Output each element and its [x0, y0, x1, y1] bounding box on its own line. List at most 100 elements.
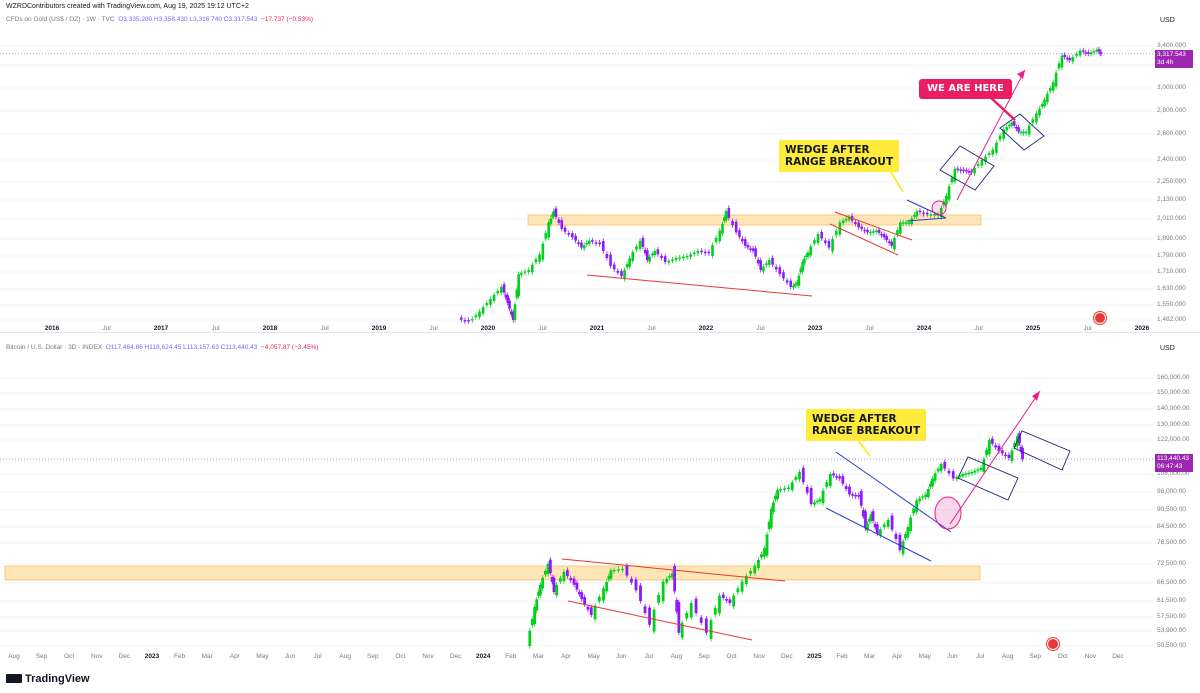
btc-time-tick: Mar [201, 653, 213, 660]
btc-candle-body [875, 524, 879, 534]
gold-candle-body [711, 245, 714, 256]
gold-ohlc: O3,335.280 H3,358.430 L3,316.740 C3,317.… [118, 16, 258, 23]
gold-candle-body [998, 135, 1002, 140]
btc-candle-body [546, 564, 550, 574]
btc-candle-body [763, 548, 766, 557]
gold-candle-body [692, 252, 696, 255]
btc-candle-body [1018, 433, 1021, 444]
btc-wedge-callout[interactable]: WEDGE AFTER RANGE BREAKOUT [806, 409, 927, 441]
gold-candle-body [1048, 88, 1052, 92]
btc-candle-body [583, 597, 587, 605]
gold-candle-body [793, 284, 797, 286]
gold-candle-body [1054, 72, 1058, 87]
btc-candle-body [818, 499, 822, 502]
gold-time-tick: Jul [429, 325, 438, 332]
btc-candle-body [753, 565, 757, 574]
gold-candle-body [496, 291, 500, 294]
btc-price-tick: 53,900.00 [1157, 627, 1186, 634]
gold-candle-body [531, 264, 534, 273]
btc-flag-box-1 [957, 456, 1019, 501]
us-flag-icon[interactable] [1047, 638, 1059, 650]
gold-candle-body [869, 231, 872, 234]
gold-candle-body [959, 169, 963, 172]
btc-candle-body [961, 474, 965, 477]
gold-candle-body [538, 254, 541, 262]
btc-candle-body [670, 573, 674, 578]
btc-ohlc: O117,464.86 H118,624.45 L113,157.63 C113… [105, 344, 258, 351]
btc-candle-body [757, 559, 760, 568]
gold-price-tick: 1,550.000 [1157, 301, 1186, 308]
gold-time-tick: 2018 [262, 325, 278, 332]
btc-candle-body [609, 570, 613, 579]
gold-candle-body [799, 268, 803, 273]
btc-symbol-name[interactable]: Bitcoin / U.S. Dollar · 3D · INDEX [6, 344, 103, 351]
gold-candle-body [700, 250, 703, 253]
gold-candle-body [803, 258, 806, 264]
btc-candle-body [801, 467, 805, 483]
gold-wedge-callout[interactable]: WEDGE AFTER RANGE BREAKOUT [779, 140, 900, 172]
btc-candle-body [844, 486, 848, 489]
btc-candle-body [933, 473, 937, 481]
gold-candle-body [947, 186, 951, 200]
gold-time-tick: Jul [320, 325, 329, 332]
btc-candle-body [867, 518, 871, 522]
btc-last-price-tag: 113,440.43 06:47:43 [1155, 454, 1193, 472]
gold-currency: USD [1160, 17, 1175, 24]
btc-time-tick: Sep [35, 653, 48, 660]
gold-candle-body [953, 168, 957, 182]
gold-price-axis[interactable]: 3,400.0003,200.0003,000.0002,800.0002,60… [1153, 28, 1200, 328]
btc-candle-body [718, 595, 721, 614]
btc-price-axis[interactable]: 160,000.00 150,000.00 140,000.00 130,000.00… [1153, 360, 1200, 660]
btc-time-tick: Aug [8, 653, 20, 660]
btc-time-tick: May [587, 653, 600, 660]
btc-candle-body [794, 477, 798, 480]
btc-flag-box-2 [1013, 430, 1071, 471]
pane-separator[interactable] [0, 332, 1200, 333]
btc-candle-body [851, 494, 855, 496]
gold-time-tick: 2025 [1025, 325, 1041, 332]
gold-candle-body [502, 284, 506, 293]
gold-candle-body [1071, 57, 1075, 62]
gold-candle-body [689, 254, 692, 257]
gold-candle-body [591, 240, 594, 242]
gold-time-tick: 2020 [480, 325, 496, 332]
tradingview-logo[interactable]: TradingView [6, 673, 90, 685]
us-flag-icon[interactable] [1094, 312, 1106, 324]
gold-symbol-name[interactable]: CFDs on Gold (US$ / OZ) · 1W · TVC [6, 16, 115, 23]
gold-legend: CFDs on Gold (US$ / OZ) · 1W · TVC O3,33… [6, 16, 313, 23]
gold-candle-body [601, 241, 605, 251]
btc-candle-body [835, 476, 839, 478]
gold-candle-body [470, 318, 474, 321]
gold-candle-body [547, 222, 550, 238]
btc-candle-body [689, 603, 693, 618]
gold-candle-body [727, 207, 731, 218]
gold-price-tick: 2,400.000 [1157, 156, 1186, 163]
gold-candle-body [913, 214, 916, 217]
gold-time-axis[interactable]: 2016 Jul 2017 Jul 2018 Jul 2019 Jul 2020 Jul 2021 J… [0, 325, 1153, 335]
btc-candle-body [607, 576, 611, 580]
btc-breakout-circle [934, 496, 962, 530]
btc-time-tick: May [256, 653, 269, 660]
gold-candle-body [616, 270, 620, 273]
gold-arrow-head [1017, 70, 1025, 79]
btc-candle-body [871, 511, 875, 521]
gold-candle-body [1063, 54, 1066, 58]
btc-candle-body [685, 613, 689, 619]
btc-candle-body [947, 470, 951, 474]
gold-candle-body [922, 212, 925, 215]
gold-candle-body [1089, 52, 1093, 55]
gold-candle-body [734, 221, 738, 233]
gold-candle-body [827, 240, 831, 248]
we-are-here-callout[interactable]: WE ARE HERE [919, 79, 1012, 99]
btc-candle-body [704, 618, 708, 633]
gold-candle-body [746, 245, 750, 248]
gold-candle-body [762, 266, 765, 272]
gold-candle-body [1057, 63, 1061, 69]
btc-candle-body [869, 514, 873, 522]
gold-candle-body [778, 267, 782, 275]
btc-channel-bottom [567, 600, 753, 641]
btc-time-axis[interactable]: Aug Sep Oct Nov Dec 2023 Feb Mar Apr May Jun Jul Aug… [0, 653, 1153, 663]
gold-time-tick: Jul [211, 325, 220, 332]
btc-candle-body [555, 584, 559, 596]
